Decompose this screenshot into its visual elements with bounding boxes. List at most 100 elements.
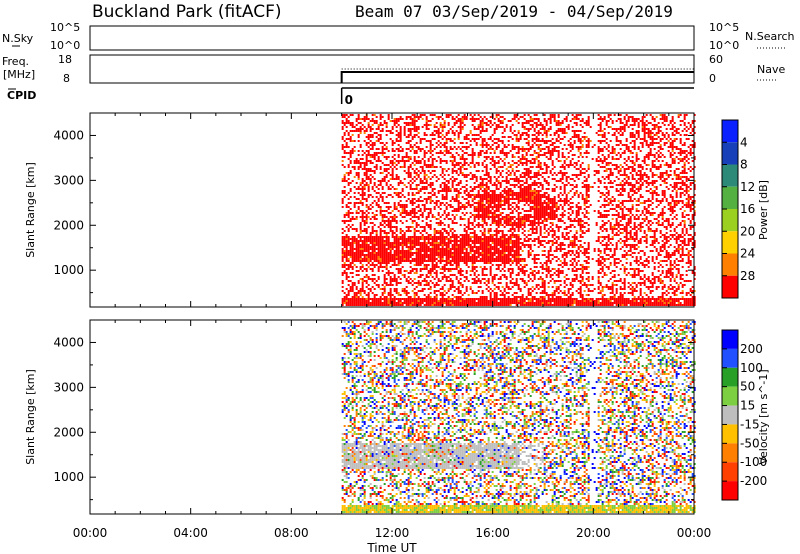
range-cell [527,120,530,122]
range-cell [439,162,442,164]
range-cell [381,180,384,182]
range-cell [401,288,404,290]
range-cell [423,150,426,152]
range-cell [485,242,488,244]
range-cell [517,252,520,254]
range-cell [517,182,520,184]
range-cell [473,186,476,188]
range-cell [363,118,366,120]
range-cell [391,164,394,166]
range-cell [391,294,394,296]
range-cell [417,280,420,282]
range-cell [459,238,462,240]
range-cell [383,192,386,194]
range-cell [341,126,344,128]
range-cell [445,256,448,258]
range-cell [535,254,538,256]
range-cell [357,118,360,120]
range-cell [475,144,478,146]
range-cell [497,138,500,140]
range-cell [341,244,344,246]
range-cell [447,248,450,250]
range-cell [343,236,346,238]
range-cell [439,294,442,296]
range-cell [383,244,386,246]
range-cell [423,226,426,228]
range-cell [533,208,536,210]
range-cell [383,168,386,170]
range-cell [477,162,480,164]
range-cell [451,252,454,254]
range-cell [349,288,352,290]
range-cell [401,148,404,150]
range-cell [467,164,470,166]
range-cell [463,186,466,188]
range-cell [513,254,516,256]
range-cell [441,302,444,304]
range-cell [525,200,528,202]
range-cell [527,276,530,278]
range-cell [365,222,368,224]
range-cell [485,258,488,260]
range-cell [411,216,414,218]
range-cell [397,176,400,178]
range-cell [527,252,530,254]
range-cell [537,284,540,286]
range-cell [399,304,402,306]
range-cell [427,226,430,228]
range-cell [399,256,402,258]
range-cell [513,240,516,242]
range-cell [439,248,442,250]
range-cell [367,122,370,124]
range-cell [503,258,506,260]
range-cell [489,178,492,180]
range-cell [353,206,356,208]
range-cell [429,302,432,304]
range-cell [421,238,424,240]
range-cell [509,190,512,192]
range-cell [471,152,474,154]
range-cell [515,136,518,138]
range-cell [423,160,426,162]
range-cell [413,234,416,236]
range-cell [401,230,404,232]
range-cell [499,202,502,204]
range-cell [485,244,488,246]
range-cell [379,260,382,262]
range-cell [499,196,502,198]
range-cell [421,180,424,182]
range-cell [495,238,498,240]
range-cell [417,238,420,240]
range-cell [433,174,436,176]
range-cell [461,302,464,304]
range-cell [341,240,344,242]
range-cell [441,190,444,192]
range-cell [397,268,400,270]
range-cell [399,252,402,254]
range-cell [523,118,526,120]
range-cell [423,182,426,184]
range-cell [355,298,358,300]
range-cell [499,212,502,214]
range-cell [389,216,392,218]
range-cell [417,276,420,278]
range-cell [487,206,490,208]
range-cell [393,178,396,180]
range-cell [379,300,382,302]
range-cell [463,262,466,264]
range-cell [535,222,538,224]
range-cell [537,204,540,206]
range-cell [487,256,490,258]
range-cell [519,188,522,190]
range-cell [513,208,516,210]
range-cell [415,248,418,250]
range-cell [483,212,486,214]
range-cell [509,238,512,240]
range-cell [537,258,540,260]
range-cell [383,258,386,260]
range-cell [407,248,410,250]
range-cell [351,258,354,260]
range-cell [461,118,464,120]
range-cell [477,274,480,276]
range-cell [433,238,436,240]
